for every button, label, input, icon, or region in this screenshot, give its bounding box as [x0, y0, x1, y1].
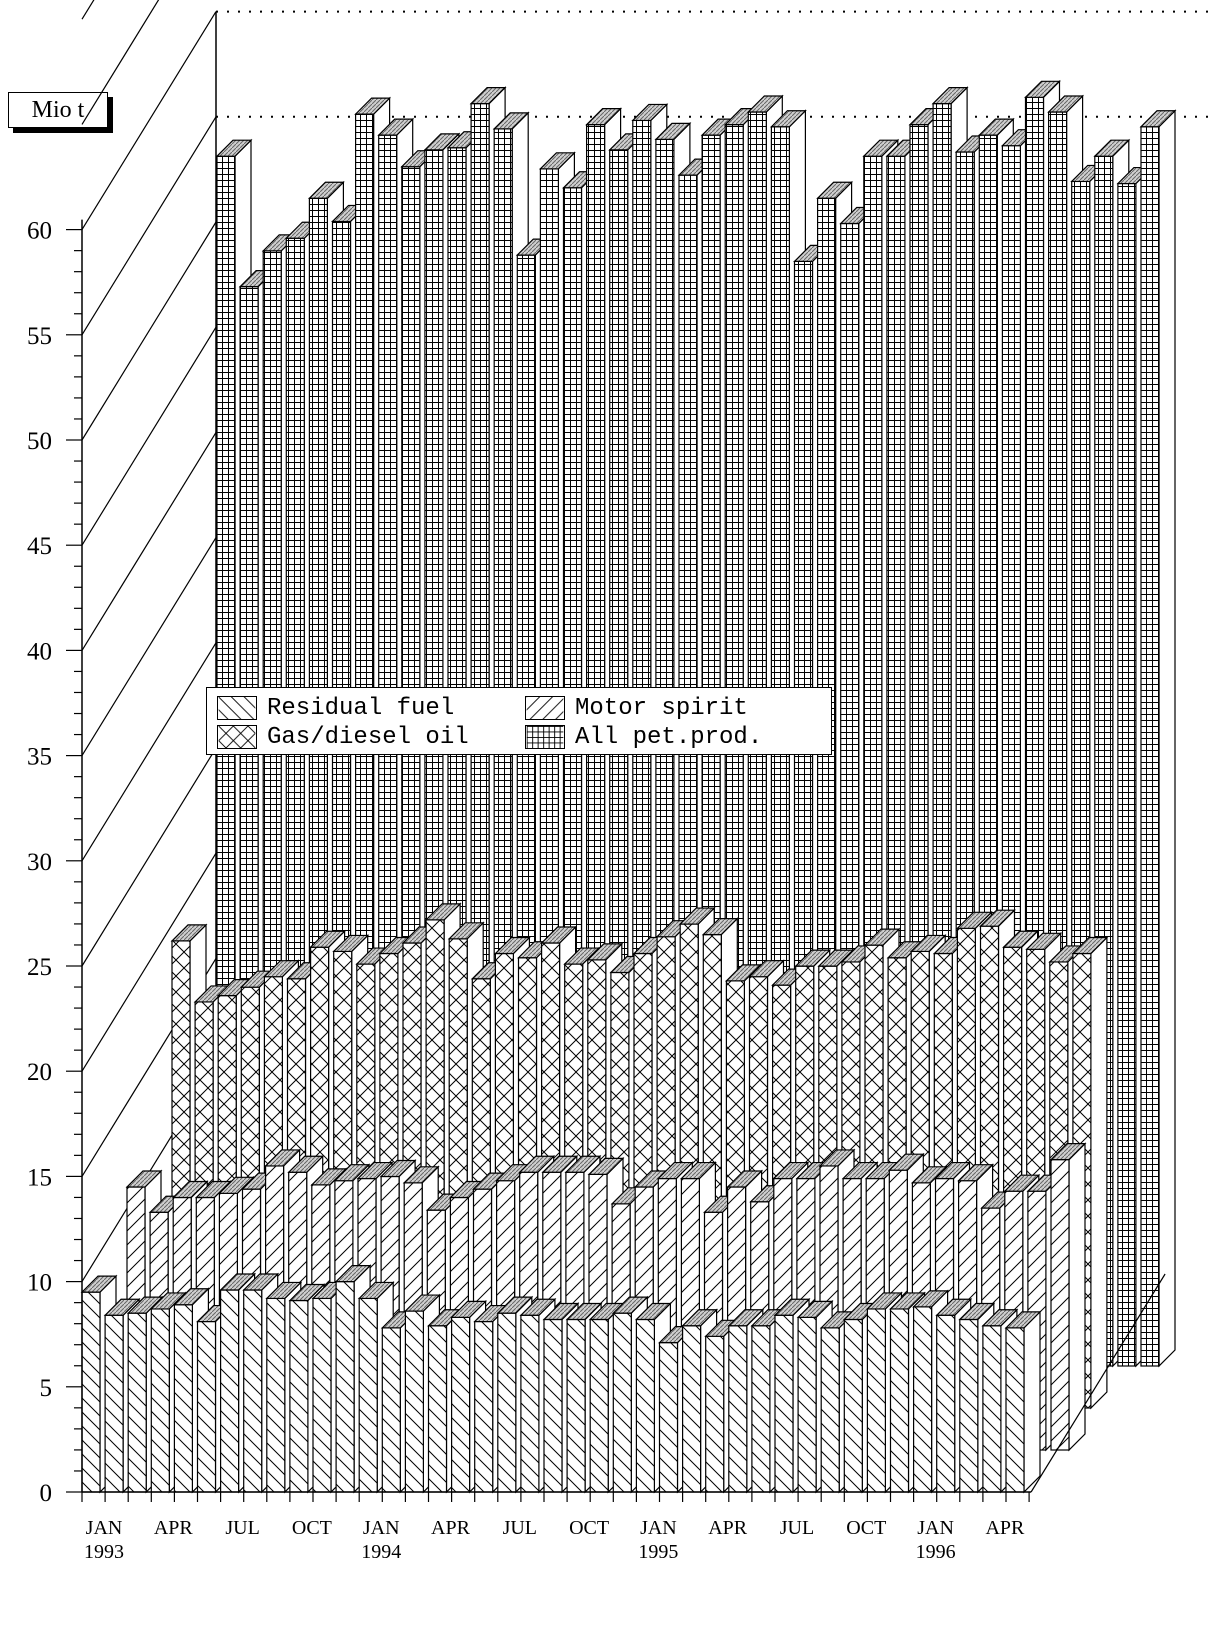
legend-label-residual-fuel: Residual fuel — [267, 694, 455, 722]
x-tick-label: APR — [985, 1517, 1025, 1539]
x-tick-label: JAN — [917, 1517, 954, 1539]
x-tick-year: 1994 — [361, 1541, 401, 1563]
y-tick-label: 60 — [27, 218, 52, 245]
x-tick-year: 1996 — [916, 1541, 956, 1563]
legend-label-all-pet-prod: All pet.prod. — [575, 723, 763, 751]
x-tick-year: 1993 — [84, 1541, 124, 1563]
x-tick-label: JAN — [640, 1517, 677, 1539]
y-tick-label: 45 — [27, 533, 52, 560]
y-tick-label: 15 — [27, 1164, 52, 1191]
x-tick-label: APR — [431, 1517, 471, 1539]
legend: Residual fuel Motor spirit Gas/diesel oi… — [206, 687, 832, 755]
x-tick-label: JAN — [86, 1517, 123, 1539]
y-tick-label: 25 — [27, 954, 52, 981]
legend-swatch-residual-fuel — [217, 696, 257, 720]
y-tick-label: 50 — [27, 428, 52, 455]
x-tick-label: APR — [154, 1517, 194, 1539]
x-tick-label: JUL — [780, 1517, 814, 1539]
x-tick-label: JUL — [225, 1517, 259, 1539]
x-tick-label: APR — [708, 1517, 748, 1539]
bar-layers — [80, 79, 1177, 1494]
series-residual-fuel — [80, 1264, 1042, 1494]
x-tick-label: JUL — [503, 1517, 537, 1539]
legend-item-residual-fuel: Residual fuel — [217, 694, 455, 722]
bar — [1049, 1142, 1087, 1452]
x-tick-label: OCT — [846, 1517, 886, 1539]
legend-label-motor-spirit: Motor spirit — [575, 694, 748, 722]
y-tick-label: 55 — [27, 323, 52, 350]
bar — [1004, 1310, 1042, 1494]
legend-label-gas-diesel-oil: Gas/diesel oil — [267, 723, 469, 751]
y-tick-label: 20 — [27, 1059, 52, 1086]
legend-swatch-motor-spirit — [525, 696, 565, 720]
y-tick-label: 5 — [40, 1375, 53, 1402]
legend-swatch-all-pet-prod — [525, 725, 565, 749]
bar — [1139, 109, 1177, 1368]
legend-item-gas-diesel-oil: Gas/diesel oil — [217, 723, 469, 751]
x-tick-label: OCT — [569, 1517, 609, 1539]
y-tick-label: 35 — [27, 744, 52, 771]
legend-item-all-pet-prod: All pet.prod. — [525, 723, 763, 751]
y-tick-label: 0 — [40, 1480, 53, 1507]
x-tick-label: OCT — [292, 1517, 332, 1539]
y-tick-label: 10 — [27, 1270, 52, 1297]
x-tick-year: 1995 — [638, 1541, 678, 1563]
legend-item-motor-spirit: Motor spirit — [525, 694, 748, 722]
x-tick-label: JAN — [363, 1517, 400, 1539]
y-tick-label: 30 — [27, 849, 52, 876]
legend-swatch-gas-diesel-oil — [217, 725, 257, 749]
y-tick-label: 40 — [27, 638, 52, 665]
